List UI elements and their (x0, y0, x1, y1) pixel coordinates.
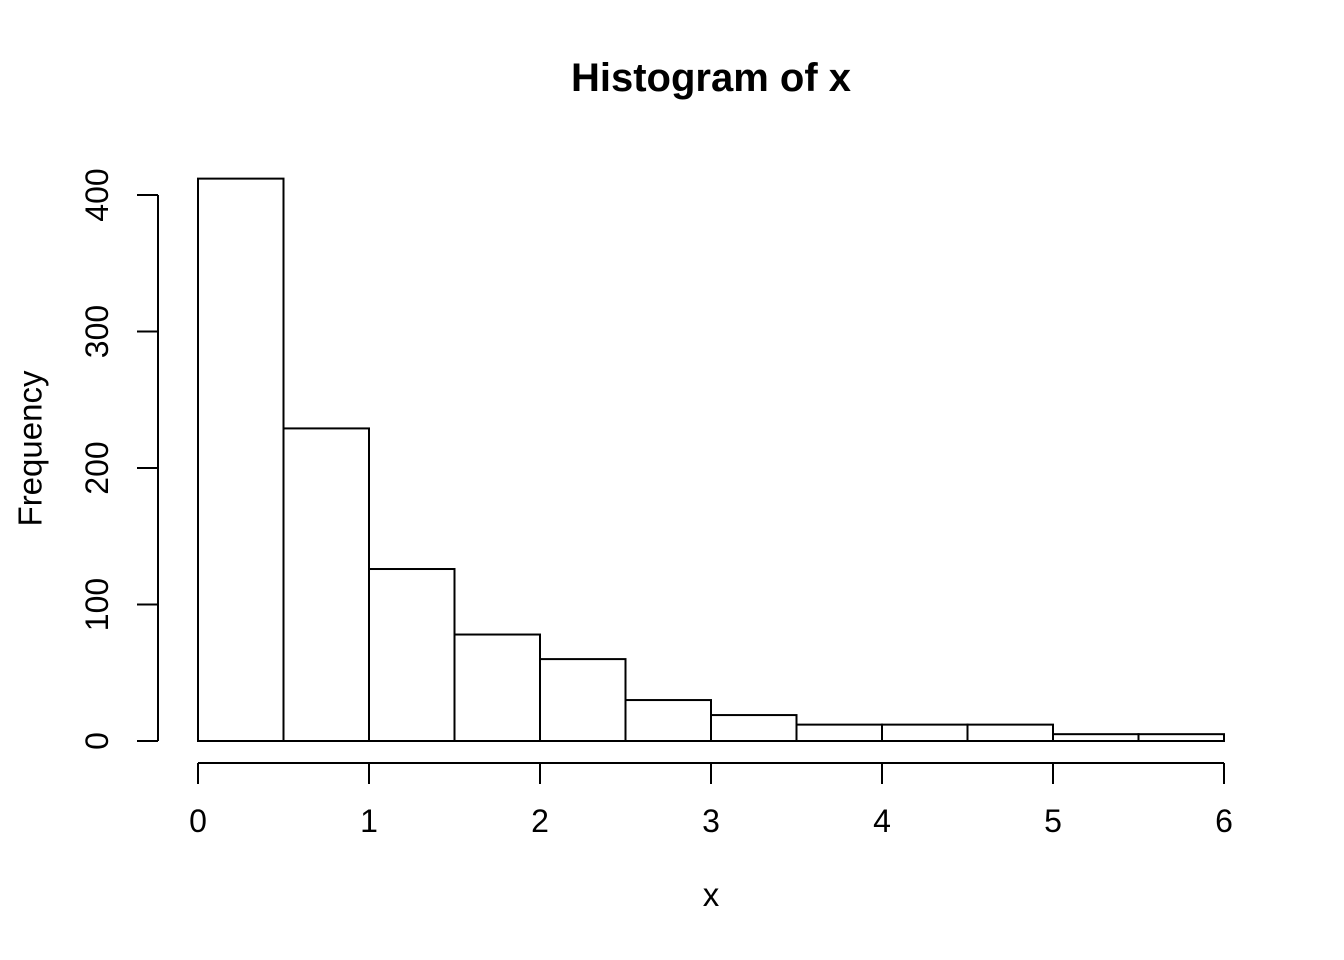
histogram-bar (1137, 733, 1225, 742)
histogram-bar (197, 177, 285, 742)
x-tick-label: 1 (360, 803, 378, 839)
y-tick-label: 0 (79, 732, 115, 750)
histogram-bar (1052, 733, 1140, 742)
x-tick-label: 2 (531, 803, 549, 839)
histogram-bar (368, 568, 456, 743)
x-tick-label: 5 (1044, 803, 1062, 839)
histogram-bar (966, 723, 1054, 742)
x-axis-title: x (702, 876, 720, 913)
y-axis-title: Frequency (11, 370, 49, 527)
x-tick-label: 0 (189, 803, 207, 839)
histogram-bar (881, 723, 969, 742)
histogram-bar (453, 633, 541, 743)
chart-title: Histogram of x (570, 56, 852, 100)
y-tick-label: 400 (79, 168, 115, 221)
histogram-bar (539, 658, 627, 742)
histogram-bar (710, 714, 798, 743)
x-tick-label: 3 (702, 803, 720, 839)
x-tick-label: 4 (873, 803, 891, 839)
histogram-bar (282, 427, 370, 742)
y-tick-label: 200 (79, 441, 115, 494)
histogram-bar (795, 723, 883, 742)
x-tick-label: 6 (1215, 803, 1233, 839)
histogram-bar (624, 699, 712, 742)
y-tick-label: 300 (79, 305, 115, 358)
y-tick-label: 100 (79, 578, 115, 631)
